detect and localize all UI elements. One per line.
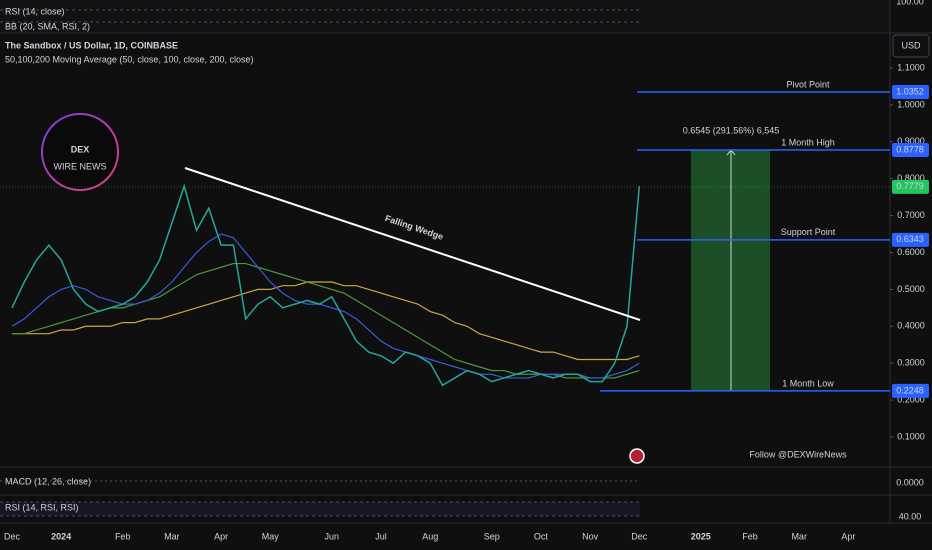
level-axis-label: 0.6343 xyxy=(896,234,924,244)
indicator-value: 40.00 xyxy=(899,511,922,521)
x-tick-label: Dec xyxy=(4,531,21,541)
moving-average xyxy=(12,262,640,379)
x-tick-label: Apr xyxy=(214,531,228,541)
logo-text: DEX xyxy=(71,144,90,154)
y-tick-label: 0.7000 xyxy=(897,210,925,220)
x-tick-label: May xyxy=(262,531,280,541)
level-label: Support Point xyxy=(781,227,836,237)
indicator-label: RSI (14, close) xyxy=(5,6,65,16)
moving-average xyxy=(11,233,640,379)
x-tick-label: 2024 xyxy=(51,531,71,541)
trendline xyxy=(184,167,641,321)
y-tick-label: 0.2000 xyxy=(897,394,925,404)
level-axis-box xyxy=(892,383,929,398)
level-axis-box xyxy=(892,232,929,247)
chart-subtitle: 50,100,200 Moving Average (50, close, 10… xyxy=(5,54,254,64)
y-tick-label: 0.6000 xyxy=(897,247,925,257)
indicator-value: 0.0000 xyxy=(896,477,924,487)
x-tick-label: Dec xyxy=(631,531,648,541)
indicator-value: 100.00 xyxy=(896,0,924,6)
level-axis-label: 0.8778 xyxy=(896,144,924,154)
y-tick-label: 1.0000 xyxy=(897,99,925,109)
price-axis-label: 0.7779 xyxy=(896,181,924,191)
level-axis-label: 0.2248 xyxy=(896,385,924,395)
x-tick-label: Apr xyxy=(841,531,855,541)
level-axis-label: 1.0352 xyxy=(896,86,924,96)
y-tick-label: 0.3000 xyxy=(897,358,925,368)
x-tick-label: Mar xyxy=(164,531,180,541)
x-tick-label: Jul xyxy=(375,531,387,541)
x-tick-label: Feb xyxy=(115,531,131,541)
indicator-label: RSI (14, RSI, RSI) xyxy=(5,502,79,512)
x-tick-label: Mar xyxy=(791,531,807,541)
level-label: 1 Month Low xyxy=(782,378,834,388)
moving-average xyxy=(12,281,640,361)
level-axis-box xyxy=(892,84,929,99)
currency-label: USD xyxy=(901,40,921,50)
currency-button xyxy=(892,34,930,58)
chart-title: The Sandbox / US Dollar, 1D, COINBASE xyxy=(5,40,178,50)
x-tick-label: Nov xyxy=(582,531,599,541)
x-tick-label: Aug xyxy=(422,531,438,541)
flag-icon xyxy=(629,448,645,464)
x-tick-label: Oct xyxy=(534,531,549,541)
x-tick-label: Jun xyxy=(325,531,340,541)
x-tick-label: 2025 xyxy=(691,531,711,541)
level-label: 1 Month High xyxy=(781,137,835,147)
level-axis-box xyxy=(892,143,929,158)
indicator-label: MACD (12, 26, close) xyxy=(5,476,91,486)
y-tick-label: 0.9000 xyxy=(897,136,925,146)
top-pane xyxy=(0,0,890,32)
y-tick-label: 0.4000 xyxy=(897,321,925,331)
y-tick-label: 0.1000 xyxy=(897,431,925,441)
follow-text: Follow @DEXWireNews xyxy=(749,449,847,459)
logo-ring xyxy=(41,113,119,191)
price-axis-box xyxy=(892,179,929,194)
x-tick-label: Feb xyxy=(742,531,758,541)
x-tick-label: Sep xyxy=(484,531,500,541)
rsi-fill xyxy=(0,502,640,516)
measure-label: 0.6545 (291.56%) 6,545 xyxy=(683,125,780,135)
y-tick-label: 0.8000 xyxy=(897,173,925,183)
level-label: Pivot Point xyxy=(786,79,830,89)
indicator-label: BB (20, SMA, RSI, 2) xyxy=(5,21,90,31)
y-tick-label: 0.5000 xyxy=(897,284,925,294)
price-line xyxy=(11,183,641,387)
logo-sub: WIRE NEWS xyxy=(54,161,107,171)
y-tick-label: 1.1000 xyxy=(897,62,925,72)
